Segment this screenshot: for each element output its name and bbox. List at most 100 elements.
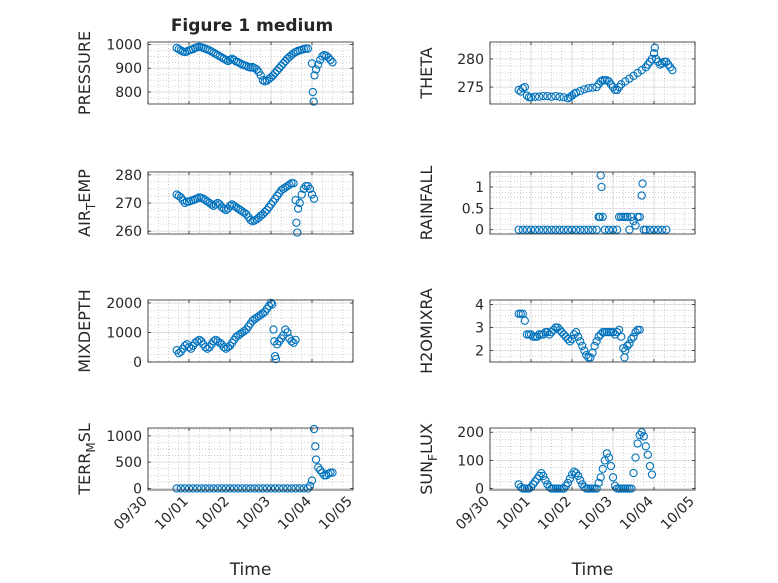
subplot-air-temp: 260 270 280 AIRTEMP <box>75 168 354 240</box>
data-point <box>209 48 218 57</box>
data-point <box>279 59 288 68</box>
data-point <box>530 92 540 101</box>
data-point <box>238 328 247 337</box>
data-point <box>571 225 581 234</box>
data-point <box>231 332 241 342</box>
data-point <box>190 338 200 347</box>
data-point <box>291 196 300 205</box>
data-point <box>597 182 606 192</box>
data-point <box>612 225 622 234</box>
data-point <box>559 93 568 102</box>
subplot-h2omixra: 2 3 4 H2OMIXRA <box>417 288 696 374</box>
data-point <box>236 329 245 339</box>
data-point <box>633 68 642 78</box>
data-point <box>229 201 239 210</box>
data-point <box>266 73 276 82</box>
data-point <box>598 464 607 474</box>
data-point <box>580 346 589 355</box>
data-point <box>254 312 263 321</box>
data-point <box>285 180 294 189</box>
data-point <box>219 343 228 352</box>
data-point <box>252 313 261 322</box>
data-point <box>252 65 261 74</box>
data-point <box>328 58 337 67</box>
data-point <box>658 59 667 68</box>
y-tick-label: 1000 <box>106 37 142 53</box>
data-point <box>262 484 272 493</box>
y-tick-label: 3 <box>475 321 484 337</box>
data-point <box>283 484 292 493</box>
data-point <box>275 484 284 493</box>
data-point <box>586 353 595 362</box>
y-axis-label: H2OMIXRA <box>417 288 436 374</box>
data-point <box>269 325 278 334</box>
data-point <box>596 473 605 482</box>
subplot-rainfall: 0 0.5 1 RAINFALL <box>417 166 696 240</box>
data-point <box>199 194 208 203</box>
data-point <box>637 66 646 75</box>
data-point <box>635 212 644 222</box>
data-point <box>571 88 581 97</box>
data-point <box>604 453 614 462</box>
data-point <box>205 198 214 208</box>
subplot-mixdepth: 0 1000 2000 MIXDEPTH <box>75 289 354 373</box>
data-point <box>600 225 609 234</box>
data-point <box>578 341 587 351</box>
data-point <box>229 55 239 65</box>
data-point <box>248 316 257 325</box>
data-point <box>649 49 659 58</box>
data-point <box>221 484 231 493</box>
data-point <box>292 218 301 227</box>
data-point <box>625 225 634 234</box>
data-point <box>207 200 216 209</box>
y-tick-label: 1 <box>475 180 484 196</box>
y-tick-label: 0 <box>475 223 484 239</box>
data-point <box>197 484 206 493</box>
data-point <box>295 198 304 208</box>
data-point <box>270 68 280 78</box>
data-point <box>551 225 560 234</box>
data-point <box>602 449 611 458</box>
data-point <box>225 201 235 210</box>
data-point <box>217 203 226 212</box>
data-point <box>221 55 231 65</box>
axes-box <box>147 41 354 105</box>
data-point <box>518 225 527 234</box>
data-point <box>309 97 318 106</box>
data-point <box>520 82 529 92</box>
data-point <box>637 191 646 200</box>
data-point <box>281 56 290 66</box>
y-tick-label: 280 <box>115 168 142 184</box>
data-point <box>598 212 607 222</box>
data-point <box>555 92 564 101</box>
data-point <box>647 470 657 479</box>
data-point <box>231 203 241 212</box>
data-point <box>645 225 655 234</box>
data-point <box>283 328 292 337</box>
data-point <box>619 344 628 353</box>
data-point <box>543 225 552 234</box>
data-point <box>545 330 554 339</box>
data-point <box>514 225 523 234</box>
data-point <box>275 64 284 73</box>
data-point <box>287 484 296 493</box>
data-point <box>281 183 290 192</box>
data-point <box>650 43 659 52</box>
data-point <box>207 47 216 56</box>
data-point <box>547 327 556 337</box>
data-point <box>539 330 548 339</box>
data-point <box>293 228 302 237</box>
data-point <box>250 216 259 225</box>
data-point <box>641 442 650 451</box>
data-point <box>653 225 663 234</box>
data-point <box>557 327 566 337</box>
data-point <box>576 225 585 234</box>
axes-box <box>147 299 354 363</box>
data-point <box>551 91 560 101</box>
data-point <box>289 179 298 188</box>
data-point <box>246 215 255 225</box>
data-point <box>629 217 638 226</box>
y-tick-label: 275 <box>457 80 484 96</box>
data-point <box>279 484 288 493</box>
